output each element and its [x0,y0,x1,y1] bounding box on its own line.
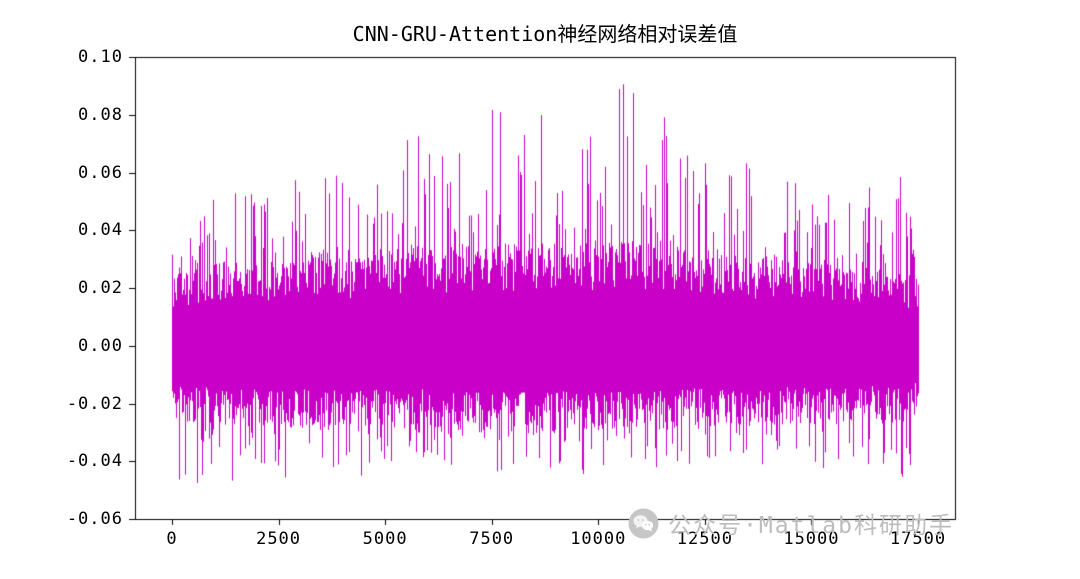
y-tick-label: -0.02 [66,393,123,414]
y-tick-label: -0.04 [66,451,123,472]
x-tick-label: 2500 [256,529,302,549]
y-tick-label: 0.06 [78,162,123,183]
y-tick-label: 0.10 [78,47,123,67]
x-tick-label: 7500 [469,529,515,549]
y-tick-label: -0.06 [66,509,123,529]
y-tick-label: 0.00 [78,335,123,356]
wechat-icon [628,508,659,538]
y-tick-label: 0.04 [78,220,123,241]
x-tick-label: 5000 [362,529,408,549]
x-tick-label: 17500 [889,529,947,549]
watermark-text: 公众号·Matlab科研助手 [668,513,954,539]
y-tick-label: 0.08 [78,104,123,125]
x-tick-label: 15000 [783,529,840,549]
x-tick-label: 0 [166,529,178,549]
x-tick-label: 12500 [676,529,733,549]
chart-title: CNN-GRU-Attention神经网络相对误差值 [352,22,738,46]
watermark: 公众号·Matlab科研助手 [628,506,954,540]
x-tick-label: 10000 [570,529,627,549]
y-tick-label: 0.02 [78,278,123,298]
